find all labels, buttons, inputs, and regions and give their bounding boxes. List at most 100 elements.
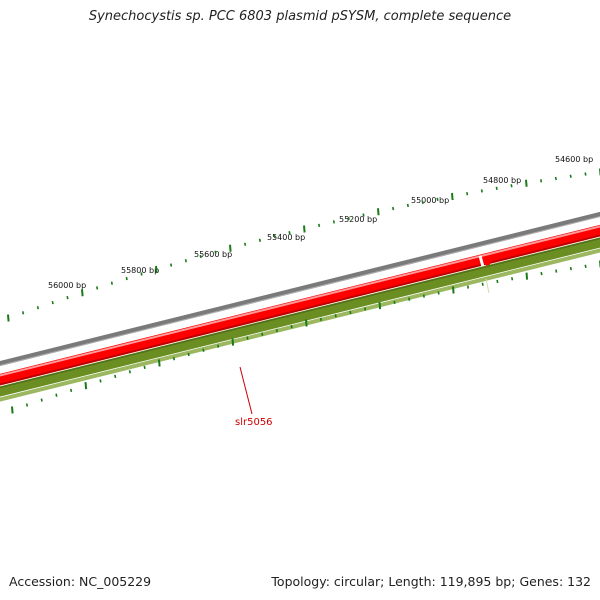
minor-tick xyxy=(495,186,498,190)
minor-tick xyxy=(540,179,543,183)
ruler-label: 55600 bp xyxy=(194,250,232,259)
minor-tick xyxy=(217,344,220,348)
length-value: 119,895 bp xyxy=(439,574,512,589)
minor-tick xyxy=(184,259,187,263)
minor-tick xyxy=(496,279,499,284)
ruler-label: 56000 bp xyxy=(48,281,86,290)
minor-tick xyxy=(214,250,217,254)
major-tick xyxy=(377,208,380,216)
minor-tick xyxy=(436,197,439,202)
minor-tick xyxy=(22,311,25,315)
genes-label: Genes: xyxy=(519,574,564,589)
major-tick xyxy=(378,302,382,310)
minor-tick xyxy=(288,231,291,235)
accession-value: NC_005229 xyxy=(79,574,152,589)
minor-tick xyxy=(51,300,54,305)
minor-tick xyxy=(584,172,587,176)
minor-tick xyxy=(273,234,276,239)
ruler-label: 55400 bp xyxy=(267,233,305,242)
minor-tick xyxy=(114,374,117,379)
minor-tick xyxy=(406,203,409,208)
minor-tick xyxy=(99,379,102,383)
minor-tick xyxy=(584,264,587,268)
minor-tick xyxy=(40,398,43,402)
minor-tick xyxy=(275,328,278,333)
minor-tick xyxy=(143,365,146,370)
ruler-label: 55800 bp xyxy=(121,266,159,275)
minor-tick xyxy=(480,189,483,193)
backbone-track xyxy=(0,211,600,367)
minor-tick xyxy=(466,285,470,289)
minor-tick xyxy=(569,266,572,271)
minor-tick xyxy=(332,220,335,224)
minor-tick xyxy=(261,332,264,336)
minor-tick xyxy=(199,254,202,259)
minor-tick xyxy=(55,393,58,397)
minor-tick xyxy=(481,282,484,286)
minor-tick xyxy=(393,300,396,305)
minor-tick xyxy=(187,352,190,357)
major-tick xyxy=(155,265,158,274)
genes-value: 132 xyxy=(567,574,591,589)
major-tick xyxy=(303,225,306,233)
minor-tick xyxy=(202,348,205,352)
minor-tick xyxy=(540,271,543,276)
minor-tick xyxy=(36,306,39,310)
minor-tick xyxy=(421,200,424,205)
accession-info: Accession: NC_005229 xyxy=(9,574,151,589)
minor-tick xyxy=(318,223,321,228)
minor-tick xyxy=(349,310,352,315)
gene-label-line xyxy=(239,366,253,415)
topology-value: circular xyxy=(333,574,381,589)
minor-tick xyxy=(511,277,514,281)
forward-gene-track xyxy=(0,224,600,386)
ruler-label: 55000 bp xyxy=(411,196,449,205)
minor-tick xyxy=(319,317,323,322)
minor-tick xyxy=(437,291,440,295)
minor-tick xyxy=(290,325,293,329)
major-tick xyxy=(525,179,528,187)
major-tick xyxy=(452,286,455,294)
minor-tick xyxy=(364,307,367,311)
ruler-label: 54600 bp xyxy=(555,155,593,164)
major-tick xyxy=(451,192,454,201)
major-tick xyxy=(81,289,84,297)
minor-tick xyxy=(110,281,113,285)
major-tick xyxy=(231,338,235,346)
minor-tick xyxy=(408,297,411,301)
minor-tick xyxy=(554,176,557,181)
minor-tick xyxy=(466,192,469,196)
major-tick xyxy=(229,244,232,252)
minor-tick xyxy=(569,174,572,178)
minor-tick xyxy=(70,388,73,393)
ruler-label: 54800 bp xyxy=(483,176,521,185)
length-label: Length: xyxy=(388,574,436,589)
topology-label: Topology: xyxy=(271,574,330,589)
gene-label-slr5056[interactable]: slr5056 xyxy=(235,417,273,428)
inner-ruler-ticks xyxy=(11,260,600,414)
minor-tick xyxy=(170,263,173,267)
minor-tick xyxy=(392,206,395,211)
minor-tick xyxy=(258,238,261,242)
major-tick xyxy=(84,382,88,390)
major-tick xyxy=(525,272,529,280)
minor-tick xyxy=(246,336,249,340)
minor-tick xyxy=(128,370,131,374)
reverse-gene-track xyxy=(0,237,600,397)
minor-tick xyxy=(96,286,99,290)
sequence-summary: Topology: circular; Length: 119,895 bp; … xyxy=(271,574,591,589)
minor-tick xyxy=(422,294,425,298)
major-tick xyxy=(11,406,14,414)
minor-tick xyxy=(347,216,350,221)
ruler-label: 55200 bp xyxy=(339,215,377,224)
minor-tick xyxy=(125,276,128,281)
accession-label: Accession: xyxy=(9,574,76,589)
minor-tick xyxy=(510,184,513,188)
minor-tick xyxy=(66,295,69,300)
outer-ruler-ticks xyxy=(7,168,600,322)
minor-tick xyxy=(140,272,143,276)
minor-tick xyxy=(555,269,558,273)
minor-tick xyxy=(334,314,337,318)
minor-tick xyxy=(25,403,29,407)
